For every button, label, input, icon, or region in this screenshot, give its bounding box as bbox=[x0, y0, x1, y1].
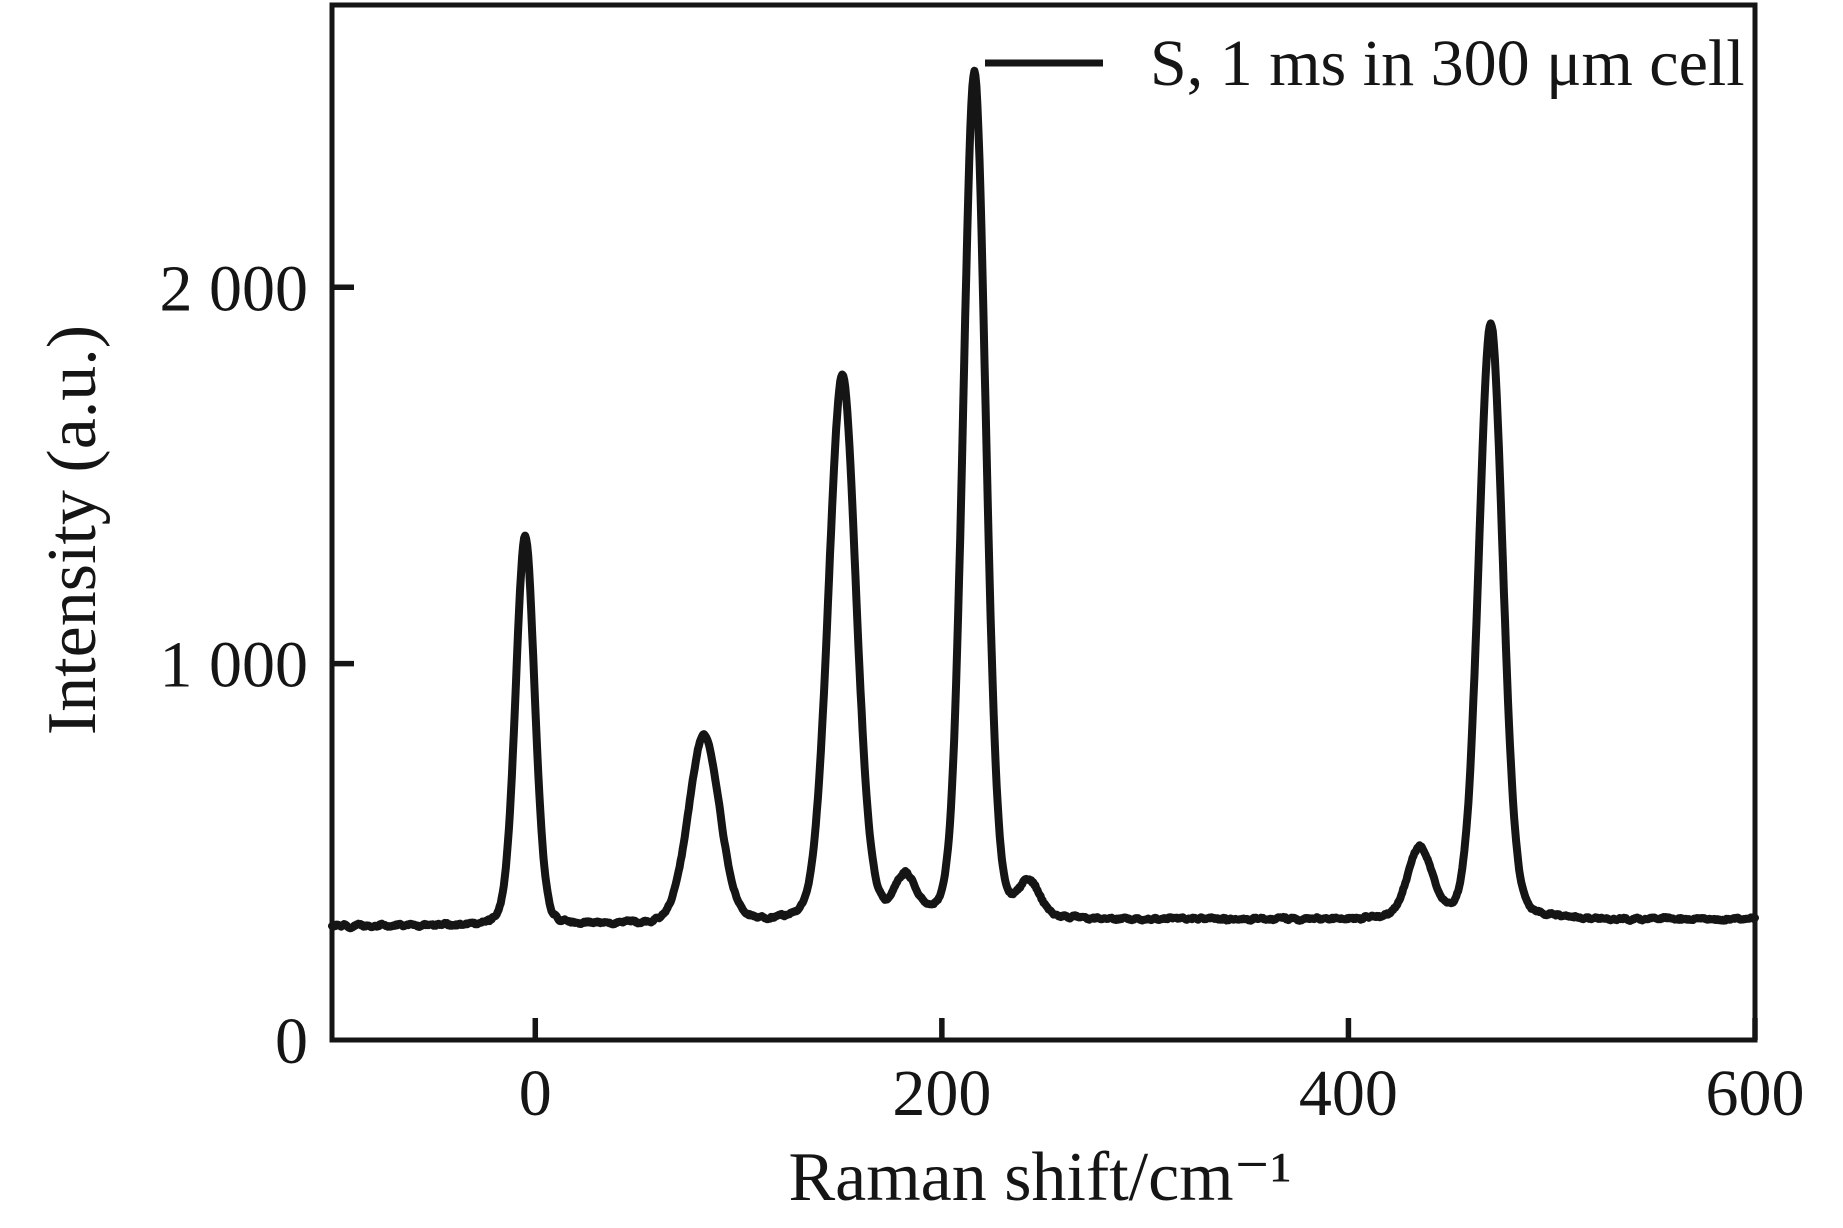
y-tick-label: 1 000 bbox=[160, 629, 309, 702]
legend: S, 1 ms in 300 μm cell bbox=[985, 27, 1745, 100]
x-tick-label: 0 bbox=[519, 1057, 552, 1130]
x-tick-labels: 0 200 400 600 bbox=[519, 1057, 1805, 1130]
x-axis-title: Raman shift/cm⁻¹ bbox=[788, 1139, 1291, 1216]
spectrum-line bbox=[328, 66, 1759, 933]
y-axis-title: Intensity (a.u.) bbox=[34, 325, 111, 735]
y-axis-ticks bbox=[332, 284, 354, 667]
plot-border bbox=[329, 2, 1758, 1043]
x-tick-label: 200 bbox=[892, 1057, 991, 1130]
y-tick-label: 2 000 bbox=[160, 252, 309, 325]
y-tick-label: 0 bbox=[275, 1005, 308, 1078]
y-tick-labels: 0 1 000 2 000 bbox=[160, 252, 309, 1078]
x-tick-label: 600 bbox=[1706, 1057, 1805, 1130]
x-tick-label: 400 bbox=[1299, 1057, 1398, 1130]
legend-label: S, 1 ms in 300 μm cell bbox=[1150, 27, 1745, 100]
x-axis-ticks bbox=[532, 1018, 1758, 1040]
